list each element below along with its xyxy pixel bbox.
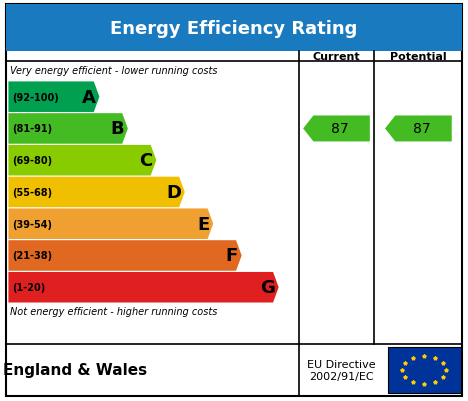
Text: Energy Efficiency Rating: Energy Efficiency Rating [110, 20, 358, 37]
Polygon shape [385, 116, 452, 142]
Text: E: E [197, 215, 210, 233]
Text: Very energy efficient - lower running costs: Very energy efficient - lower running co… [10, 66, 218, 76]
Polygon shape [8, 146, 156, 176]
Text: A: A [82, 89, 95, 106]
Bar [6, 5, 462, 52]
Bar [388, 347, 461, 393]
Text: (92-100): (92-100) [12, 93, 59, 102]
Text: England & Wales: England & Wales [3, 363, 147, 377]
Text: (1-20): (1-20) [12, 283, 45, 292]
Text: (55-68): (55-68) [12, 188, 52, 197]
Text: Not energy efficient - higher running costs: Not energy efficient - higher running co… [10, 306, 218, 316]
Text: Potential: Potential [390, 52, 446, 62]
Text: 87: 87 [331, 122, 348, 136]
Polygon shape [8, 82, 99, 113]
Polygon shape [303, 116, 370, 142]
Text: 87: 87 [413, 122, 430, 136]
Text: F: F [226, 247, 238, 265]
Text: (21-38): (21-38) [12, 251, 52, 261]
Polygon shape [8, 177, 185, 208]
Polygon shape [8, 272, 278, 303]
Text: (69-80): (69-80) [12, 156, 52, 166]
Text: B: B [110, 120, 124, 138]
Text: C: C [139, 152, 153, 170]
Text: G: G [260, 279, 275, 296]
Text: EU Directive
2002/91/EC: EU Directive 2002/91/EC [307, 359, 375, 381]
Polygon shape [8, 114, 128, 144]
Polygon shape [8, 209, 213, 239]
Text: Current: Current [313, 52, 360, 62]
Polygon shape [8, 241, 241, 271]
Text: (39-54): (39-54) [12, 219, 52, 229]
Text: (81-91): (81-91) [12, 124, 52, 134]
Text: D: D [166, 184, 181, 201]
